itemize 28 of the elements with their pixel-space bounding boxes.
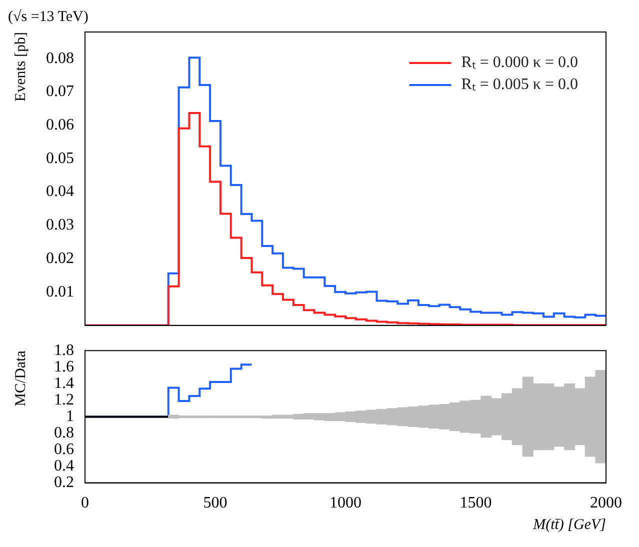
x-tick-label: 500 — [203, 494, 228, 512]
y-tick-label: 1.8 — [54, 342, 74, 359]
y-tick-label: 1 — [66, 408, 74, 425]
x-tick-label: 2000 — [590, 494, 622, 512]
x-tick-label: 1500 — [460, 494, 492, 512]
y-tick-label: 0.6 — [54, 440, 74, 458]
x-tick-label: 1000 — [330, 494, 362, 512]
y-tick-label: 1.4 — [54, 374, 74, 392]
legend-label: Rₜ = 0.005 κ = 0.0 — [461, 76, 578, 94]
y-tick-label: 0.4 — [54, 457, 74, 474]
x-tick-label: 0 — [81, 494, 89, 512]
y-tick-label: 0.01 — [46, 283, 74, 300]
x-axis-title: M(tt̄) [GeV] — [532, 516, 606, 533]
y-tick-label: 1.2 — [54, 391, 74, 408]
y-tick-label: 0.07 — [46, 83, 74, 100]
y-tick-label: 0.8 — [54, 424, 74, 442]
y-tick-label: 0.06 — [46, 116, 74, 134]
legend-label: Rₜ = 0.000 κ = 0.0 — [461, 54, 578, 72]
y-tick-label: 0.03 — [46, 216, 74, 234]
y-tick-label: 0.02 — [46, 250, 74, 267]
y-tick-label: 0.2 — [54, 474, 74, 492]
y-axis-title: MC/Data — [12, 350, 29, 406]
y-tick-label: 0.04 — [46, 183, 74, 200]
y-tick-label: 0.05 — [46, 150, 74, 167]
y-axis-title: Events [pb] — [12, 32, 29, 102]
chart-title: (√s =13 TeV) — [8, 8, 88, 25]
y-tick-label: 0.08 — [46, 50, 74, 67]
y-tick-label: 1.6 — [54, 358, 74, 376]
